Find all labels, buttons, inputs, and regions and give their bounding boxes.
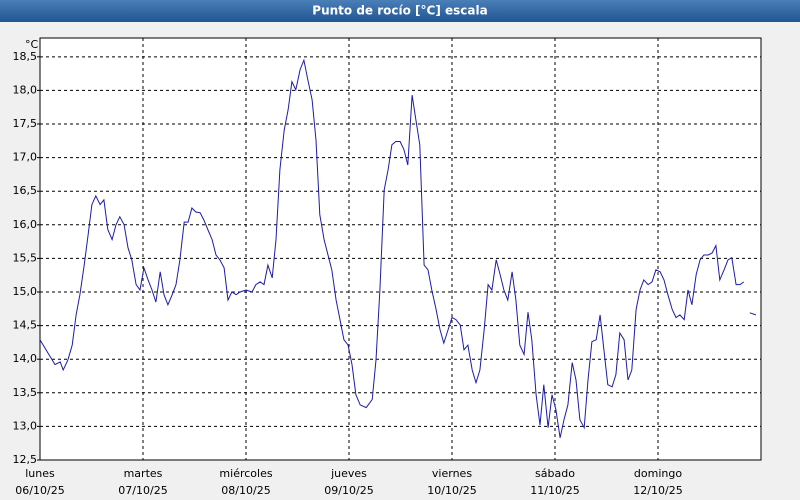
x-tick-label: viernes: [432, 467, 472, 480]
x-tick-label: miércoles: [219, 467, 272, 480]
x-tick-label: 07/10/25: [118, 484, 167, 497]
y-tick-label: 18,0: [13, 83, 38, 96]
data-line: [39, 58, 757, 438]
y-tick-label: 16,5: [13, 184, 38, 197]
y-tick-label: 14,0: [13, 352, 38, 365]
plot-area: [39, 37, 762, 461]
y-unit: °C: [25, 38, 39, 51]
x-tick-label: 06/10/25: [15, 484, 64, 497]
title-bar: [0, 0, 800, 22]
x-tick-label: martes: [124, 467, 163, 480]
y-tick-label: 13,5: [13, 386, 38, 399]
x-tick-label: 10/10/25: [427, 484, 476, 497]
y-tick-label: 15,0: [13, 285, 38, 298]
x-tick-label: domingo: [634, 467, 682, 480]
y-tick-label: 12,5: [13, 453, 38, 466]
chart-title: Punto de rocío [°C] escala: [312, 4, 487, 18]
y-tick-label: 16,0: [13, 218, 38, 231]
y-tick-label: 18,5: [13, 50, 38, 63]
y-tick-label: 17,0: [13, 151, 38, 164]
x-tick-label: lunes: [25, 467, 55, 480]
y-tick-label: 17,5: [13, 117, 38, 130]
x-tick-label: jueves: [330, 467, 367, 480]
x-tick-label: sábado: [535, 467, 575, 480]
x-tick-label: 08/10/25: [221, 484, 270, 497]
y-tick-label: 15,5: [13, 251, 38, 264]
x-tick-label: 11/10/25: [530, 484, 579, 497]
y-tick-label: 13,0: [13, 419, 38, 432]
y-tick-label: 14,5: [13, 319, 38, 332]
x-tick-label: 09/10/25: [324, 484, 373, 497]
x-tick-label: 12/10/25: [633, 484, 682, 497]
